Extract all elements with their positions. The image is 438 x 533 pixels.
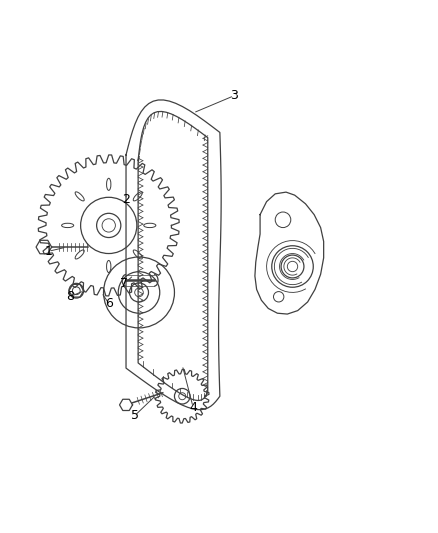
- Text: 4: 4: [189, 400, 197, 414]
- Text: 6: 6: [105, 297, 113, 310]
- Text: 8: 8: [66, 290, 74, 303]
- Text: 5: 5: [131, 409, 139, 422]
- Text: 1: 1: [44, 245, 52, 258]
- Text: 2: 2: [122, 193, 130, 206]
- Text: 3: 3: [230, 89, 238, 102]
- Text: 7: 7: [120, 277, 128, 290]
